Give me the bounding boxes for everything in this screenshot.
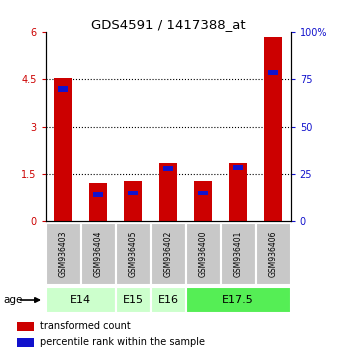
Text: GSM936402: GSM936402 xyxy=(164,231,173,277)
Text: E14: E14 xyxy=(70,295,91,305)
Text: GSM936401: GSM936401 xyxy=(234,231,243,277)
Bar xyxy=(93,192,103,196)
Text: GSM936404: GSM936404 xyxy=(94,231,103,277)
Text: GSM936405: GSM936405 xyxy=(129,231,138,277)
Bar xyxy=(198,191,208,195)
Bar xyxy=(256,223,291,285)
Bar xyxy=(124,181,142,221)
Text: percentile rank within the sample: percentile rank within the sample xyxy=(40,337,205,347)
Bar xyxy=(58,86,68,92)
Bar xyxy=(160,163,177,221)
Bar xyxy=(116,287,151,313)
Text: age: age xyxy=(3,295,23,305)
Text: E15: E15 xyxy=(123,295,144,305)
Bar xyxy=(89,183,107,221)
Bar xyxy=(221,223,256,285)
Bar xyxy=(81,223,116,285)
Bar xyxy=(163,166,173,171)
Bar xyxy=(151,287,186,313)
Text: E16: E16 xyxy=(158,295,179,305)
Bar xyxy=(230,163,247,221)
Bar xyxy=(151,223,186,285)
Text: GSM936400: GSM936400 xyxy=(199,231,208,277)
Bar xyxy=(17,322,34,331)
Bar xyxy=(116,223,151,285)
Bar xyxy=(54,78,72,221)
Text: transformed count: transformed count xyxy=(40,321,131,331)
Text: GSM936403: GSM936403 xyxy=(58,231,68,277)
Bar xyxy=(268,70,278,75)
Bar xyxy=(264,36,282,221)
Text: GSM936406: GSM936406 xyxy=(269,231,278,277)
Bar xyxy=(46,223,81,285)
Bar xyxy=(233,165,243,170)
Bar xyxy=(46,287,116,313)
Bar xyxy=(186,287,291,313)
Bar xyxy=(128,191,138,195)
Bar xyxy=(17,338,34,347)
Bar xyxy=(194,181,212,221)
Bar xyxy=(186,223,221,285)
Title: GDS4591 / 1417388_at: GDS4591 / 1417388_at xyxy=(91,18,245,31)
Text: E17.5: E17.5 xyxy=(222,295,254,305)
